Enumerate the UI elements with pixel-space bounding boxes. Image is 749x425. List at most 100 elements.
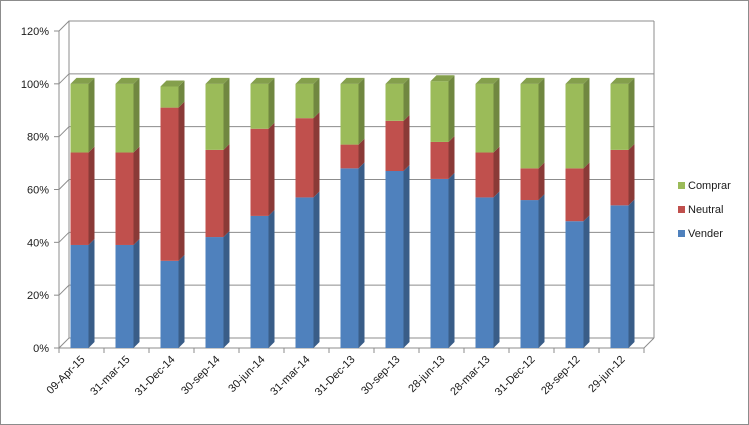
bar-front [520, 200, 539, 348]
x-tick-label: 31-Dec-14 [133, 354, 178, 399]
bar-segment-vender [160, 254, 185, 348]
bar-front [115, 152, 134, 245]
bar-front [295, 197, 314, 348]
bar-side [88, 146, 95, 245]
x-tick-label: 28-sep-12 [539, 354, 583, 398]
bar-side [178, 101, 185, 261]
bar-segment-vender [340, 162, 365, 348]
bar-side [268, 122, 275, 216]
y-axis-tick-labels: 0% 20% 40% 60% 80% 100% 120% [21, 26, 49, 355]
bar-side [583, 215, 590, 348]
bar-segment-comprar [70, 77, 95, 153]
legend-label: Vender [688, 228, 723, 240]
bar-side [628, 199, 635, 348]
x-tick-label: 31-mar-14 [268, 354, 312, 398]
bar-front [430, 81, 449, 142]
bar-segment-comprar [520, 77, 545, 169]
legend-swatch [678, 182, 685, 189]
bar-top [70, 77, 95, 84]
bar-front [250, 215, 269, 348]
bar-side [178, 80, 185, 108]
y-tick-label: 120% [21, 26, 49, 38]
bar-front [430, 178, 449, 348]
bar-side [538, 162, 545, 201]
bar-segment-neutral [475, 146, 500, 198]
bar-front [340, 168, 359, 348]
bar-segment-vender [520, 194, 545, 348]
y-tick-label: 100% [21, 79, 49, 91]
bar-side [538, 77, 545, 169]
bar-side [268, 77, 275, 129]
bar-segment-comprar [430, 75, 455, 142]
bar-front [205, 149, 224, 238]
bar-side [448, 135, 455, 179]
bar-segment-neutral [340, 138, 365, 169]
bar-side [493, 191, 500, 348]
bar-segment-comprar [160, 80, 185, 108]
bar-side [403, 77, 410, 121]
bar-side [133, 238, 140, 348]
bar-top [565, 77, 590, 84]
bar-front [250, 128, 269, 216]
bar-front [205, 83, 224, 150]
x-tick-label: 31-mar-15 [88, 354, 132, 398]
legend-item-neutral: Neutral [678, 204, 723, 216]
bar-front [70, 152, 89, 245]
y-tick-label: 60% [27, 185, 49, 197]
bar-front [565, 168, 584, 222]
bar-side [448, 172, 455, 348]
bar-segment-neutral [70, 146, 95, 245]
bar-front [385, 171, 404, 348]
legend-item-comprar: Comprar [678, 180, 731, 192]
bar-segment-neutral [250, 122, 275, 216]
bar-segment-neutral [385, 114, 410, 172]
bar-segment-comprar [295, 77, 320, 119]
bar-front [385, 83, 404, 121]
bar-front [430, 141, 449, 179]
y-tick-label: 0% [33, 343, 49, 355]
legend-item-vender: Vender [678, 228, 723, 240]
bar-front [520, 168, 539, 201]
y-tick-label: 80% [27, 132, 49, 144]
bar-side [538, 194, 545, 348]
bar-top [295, 77, 320, 84]
bar-side [628, 77, 635, 150]
bar-front [340, 144, 359, 169]
x-axis-tick-labels: 09-Apr-15 31-mar-15 31-Dec-14 30-sep-14 30-j… [45, 354, 628, 399]
legend-label: Neutral [688, 204, 723, 216]
legend: Comprar Neutral Vender [678, 180, 731, 240]
bar-side [223, 77, 230, 150]
legend-swatch [678, 206, 685, 213]
bar-segment-comprar [385, 77, 410, 121]
bar-side [223, 143, 230, 238]
bar-top [385, 77, 410, 84]
bar-segment-comprar [250, 77, 275, 129]
bar-front [520, 83, 539, 169]
bar-front [610, 83, 629, 150]
bar-top [340, 77, 365, 84]
bar-front [115, 83, 134, 153]
bar-segment-comprar [115, 77, 140, 153]
bar-side [628, 143, 635, 206]
bar-segment-vender [295, 191, 320, 348]
x-tick-label: 09-Apr-15 [45, 354, 88, 397]
bar-top [115, 77, 140, 84]
bar-segment-neutral [520, 162, 545, 201]
y-tick-label: 40% [27, 237, 49, 249]
bar-side [313, 191, 320, 348]
x-tick-label: 30-sep-13 [359, 354, 403, 398]
bar-segment-vender [70, 238, 95, 348]
legend-label: Comprar [688, 180, 731, 192]
bar-side [358, 162, 365, 348]
bar-side [88, 238, 95, 348]
bar-front [205, 237, 224, 348]
bar-segment-vender [205, 231, 230, 348]
bars [70, 75, 635, 348]
bar-side [493, 77, 500, 153]
bar-segment-vender [430, 172, 455, 348]
bar-top [520, 77, 545, 84]
bar-segment-vender [385, 165, 410, 348]
bar-segment-neutral [205, 143, 230, 238]
bar-segment-comprar [205, 77, 230, 150]
